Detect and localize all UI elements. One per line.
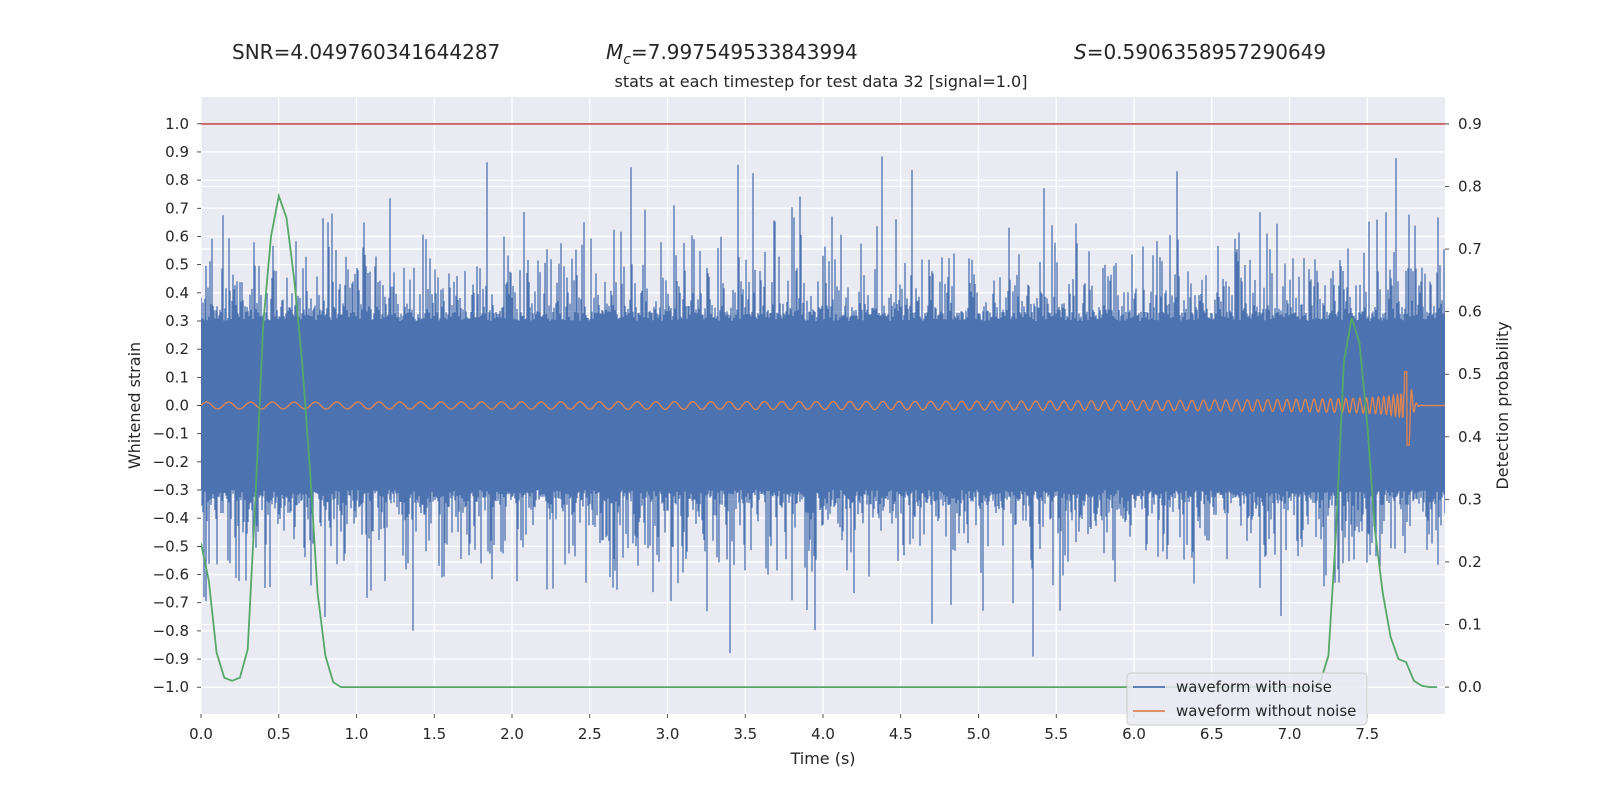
y2-tick-label: 0.9 [1458, 115, 1482, 133]
snr-label: SNR [232, 40, 274, 64]
y-tick-label: 0.1 [165, 368, 189, 386]
y-tick-label: 0.4 [165, 284, 189, 302]
y2-axis-label: Detection probability [1493, 321, 1512, 489]
y2-tick-label: 0.2 [1458, 553, 1482, 571]
x-tick-label: 1.0 [345, 725, 369, 743]
x-tick-label: 3.0 [656, 725, 680, 743]
y-tick-label: −0.2 [153, 453, 189, 471]
x-tick-label: 6.0 [1122, 725, 1146, 743]
y-axis-label: Whitened strain [125, 342, 144, 469]
chart-title-row: stats at each timestep for test data 32 … [0, 72, 1600, 91]
snr-value: =4.049760341644287 [273, 40, 501, 64]
y2-tick-label: 0.4 [1458, 428, 1482, 446]
y-tick-label: −0.9 [153, 650, 189, 668]
score-readout: S=0.5906358957290649 [1074, 40, 1326, 64]
y-tick-label: 0.8 [165, 171, 189, 189]
y-tick-label: −0.8 [153, 622, 189, 640]
y-tick-label: 0.9 [165, 143, 189, 161]
chart-title: stats at each timestep for test data 32 … [614, 72, 1028, 91]
x-axis-label: Time (s) [789, 749, 855, 768]
y2-tick-label: 0.8 [1458, 177, 1482, 195]
x-tick-label: 4.5 [889, 725, 913, 743]
y-tick-label: −0.6 [153, 566, 189, 584]
y2-tick-label: 0.0 [1458, 678, 1482, 696]
chirp-mass-readout: Mc=7.997549533843994 [606, 40, 858, 68]
series-detection-probability [201, 192, 1438, 688]
y-tick-label: 1.0 [165, 115, 189, 133]
y-tick-label: −0.5 [153, 537, 189, 555]
x-tick-label: 5.5 [1044, 725, 1068, 743]
y-tick-label: 0.7 [165, 199, 189, 217]
mc-symbol: M [606, 40, 624, 64]
y-tick-label: 0.0 [165, 397, 189, 415]
x-tick-label: 2.5 [578, 725, 602, 743]
x-tick-label: 0.0 [189, 725, 213, 743]
s-value: =0.5906358957290649 [1086, 40, 1327, 64]
x-tick-label: 2.0 [500, 725, 524, 743]
y-tick-label: −0.1 [153, 425, 189, 443]
y-tick-label: −0.3 [153, 481, 189, 499]
x-tick-label: 0.5 [267, 725, 291, 743]
s-symbol: S [1074, 40, 1087, 64]
x-tick-label: 7.5 [1355, 725, 1379, 743]
y2-tick-label: 0.1 [1458, 616, 1482, 634]
mc-subscript: c [623, 52, 631, 68]
x-tick-label: 1.5 [422, 725, 446, 743]
legend-box [1126, 672, 1368, 726]
legend-label: waveform with noise [1176, 678, 1332, 696]
legend-label: waveform without noise [1176, 702, 1356, 720]
x-tick-label: 3.5 [733, 725, 757, 743]
y-tick-label: −1.0 [153, 678, 189, 696]
y-tick-label: 0.2 [165, 340, 189, 358]
x-tick-label: 4.0 [811, 725, 835, 743]
snr-readout: SNR=4.049760341644287 [232, 40, 500, 64]
x-tick-label: 5.0 [967, 725, 991, 743]
y-tick-label: −0.7 [153, 594, 189, 612]
y-tick-label: 0.6 [165, 227, 189, 245]
y-tick-label: 0.3 [165, 312, 189, 330]
y2-tick-label: 0.3 [1458, 490, 1482, 508]
y2-tick-label: 0.7 [1458, 240, 1482, 258]
y-tick-label: 0.5 [165, 256, 189, 274]
series-waveform-without-noise [201, 370, 1445, 446]
mc-value: =7.997549533843994 [630, 40, 858, 64]
y2-tick-label: 0.6 [1458, 303, 1482, 321]
y2-tick-label: 0.5 [1458, 365, 1482, 383]
x-tick-label: 7.0 [1278, 725, 1302, 743]
x-tick-label: 6.5 [1200, 725, 1224, 743]
y-tick-label: −0.4 [153, 509, 189, 527]
